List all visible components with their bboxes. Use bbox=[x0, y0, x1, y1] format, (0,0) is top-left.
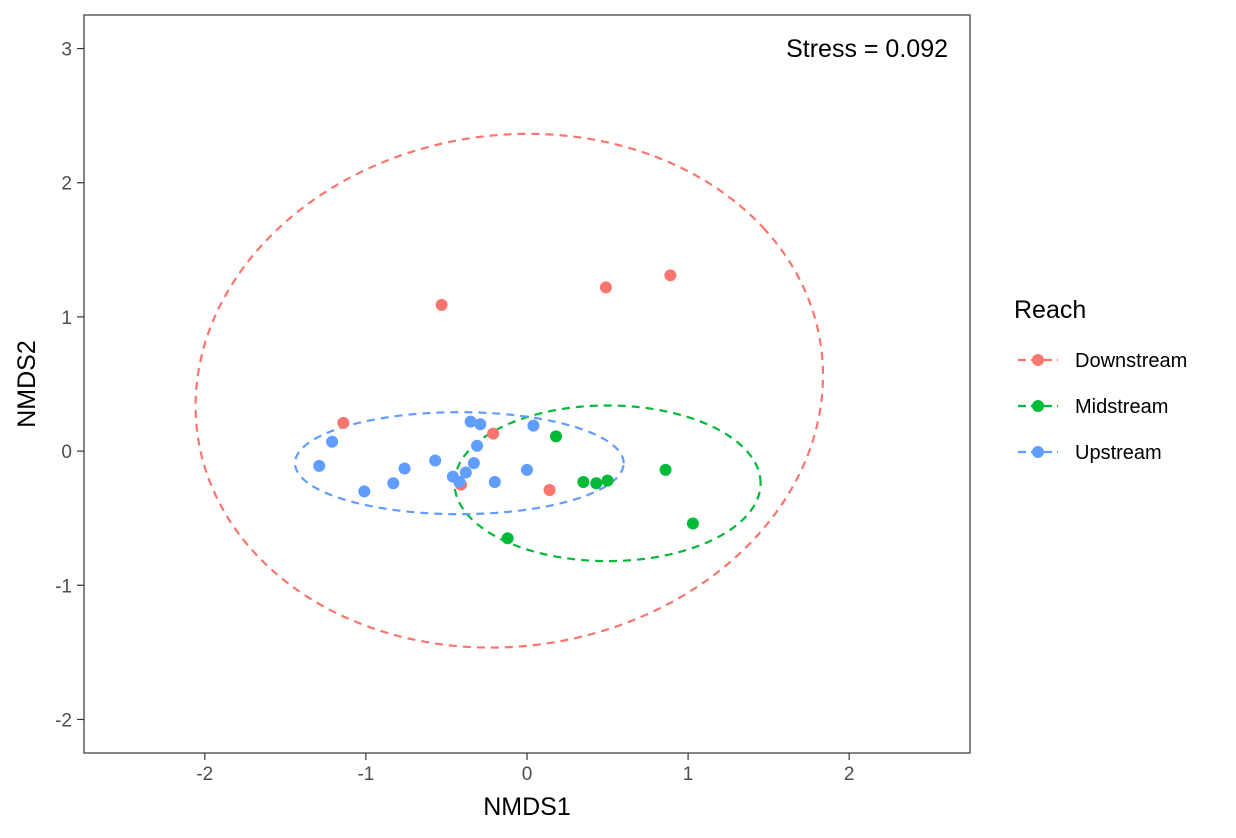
y-tick-label: 2 bbox=[61, 174, 72, 195]
point-midstream bbox=[590, 477, 603, 490]
point-upstream bbox=[313, 459, 326, 472]
x-tick-label: -1 bbox=[357, 764, 374, 785]
y-axis-title: NMDS2 bbox=[13, 340, 41, 428]
point-upstream bbox=[387, 477, 400, 490]
point-layer bbox=[313, 269, 699, 545]
point-midstream bbox=[501, 532, 514, 545]
point-midstream bbox=[577, 475, 590, 488]
legend: Reach Downstream Midstream Upstream bbox=[1014, 296, 1187, 464]
point-upstream bbox=[471, 439, 484, 452]
legend-label: Downstream bbox=[1075, 350, 1187, 372]
y-tick-label: 0 bbox=[61, 442, 72, 463]
ellipse-downstream bbox=[194, 132, 825, 649]
point-downstream bbox=[435, 298, 448, 311]
legend-point bbox=[1032, 354, 1044, 366]
point-downstream bbox=[543, 484, 556, 497]
x-axis: -2 -1 0 1 2 bbox=[196, 753, 854, 785]
point-upstream bbox=[467, 457, 480, 470]
legend-key-upstream: Upstream bbox=[1018, 442, 1162, 464]
point-upstream bbox=[453, 475, 466, 488]
point-downstream bbox=[487, 427, 500, 440]
point-downstream bbox=[337, 416, 350, 429]
point-upstream bbox=[358, 485, 371, 498]
point-midstream bbox=[601, 474, 614, 487]
point-upstream bbox=[464, 415, 477, 428]
x-tick-label: -2 bbox=[196, 764, 213, 785]
legend-title: Reach bbox=[1014, 296, 1086, 324]
y-tick-label: -1 bbox=[55, 576, 72, 597]
ellipse-layer bbox=[194, 132, 825, 649]
legend-point bbox=[1032, 400, 1044, 412]
legend-label: Midstream bbox=[1075, 396, 1168, 418]
point-downstream bbox=[599, 281, 612, 294]
point-upstream bbox=[474, 418, 487, 431]
point-midstream bbox=[549, 430, 562, 443]
x-tick-label: 0 bbox=[522, 764, 533, 785]
y-tick-label: 3 bbox=[61, 40, 72, 61]
stress-annotation: Stress = 0.092 bbox=[786, 35, 948, 63]
x-tick-label: 2 bbox=[844, 764, 855, 785]
point-upstream bbox=[459, 466, 472, 479]
legend-key-midstream: Midstream bbox=[1018, 396, 1168, 418]
point-upstream bbox=[521, 463, 533, 476]
point-upstream bbox=[488, 475, 501, 488]
y-tick-label: 1 bbox=[61, 308, 72, 329]
plot-panel-background bbox=[84, 15, 970, 753]
point-upstream bbox=[429, 454, 442, 467]
point-midstream bbox=[659, 463, 672, 476]
point-upstream bbox=[398, 462, 411, 475]
legend-label: Upstream bbox=[1075, 442, 1162, 464]
point-upstream bbox=[527, 419, 540, 432]
point-downstream bbox=[664, 269, 677, 282]
legend-key-downstream: Downstream bbox=[1018, 350, 1187, 372]
point-midstream bbox=[686, 517, 699, 530]
x-tick-label: 1 bbox=[683, 764, 694, 785]
point-upstream bbox=[326, 435, 339, 448]
ellipse-midstream bbox=[453, 404, 762, 563]
y-tick-label: -2 bbox=[55, 710, 72, 731]
ellipse-upstream bbox=[293, 411, 625, 516]
legend-point bbox=[1032, 446, 1044, 458]
x-axis-title: NMDS1 bbox=[483, 793, 571, 821]
y-axis: -2 -1 0 1 2 3 bbox=[55, 40, 84, 731]
